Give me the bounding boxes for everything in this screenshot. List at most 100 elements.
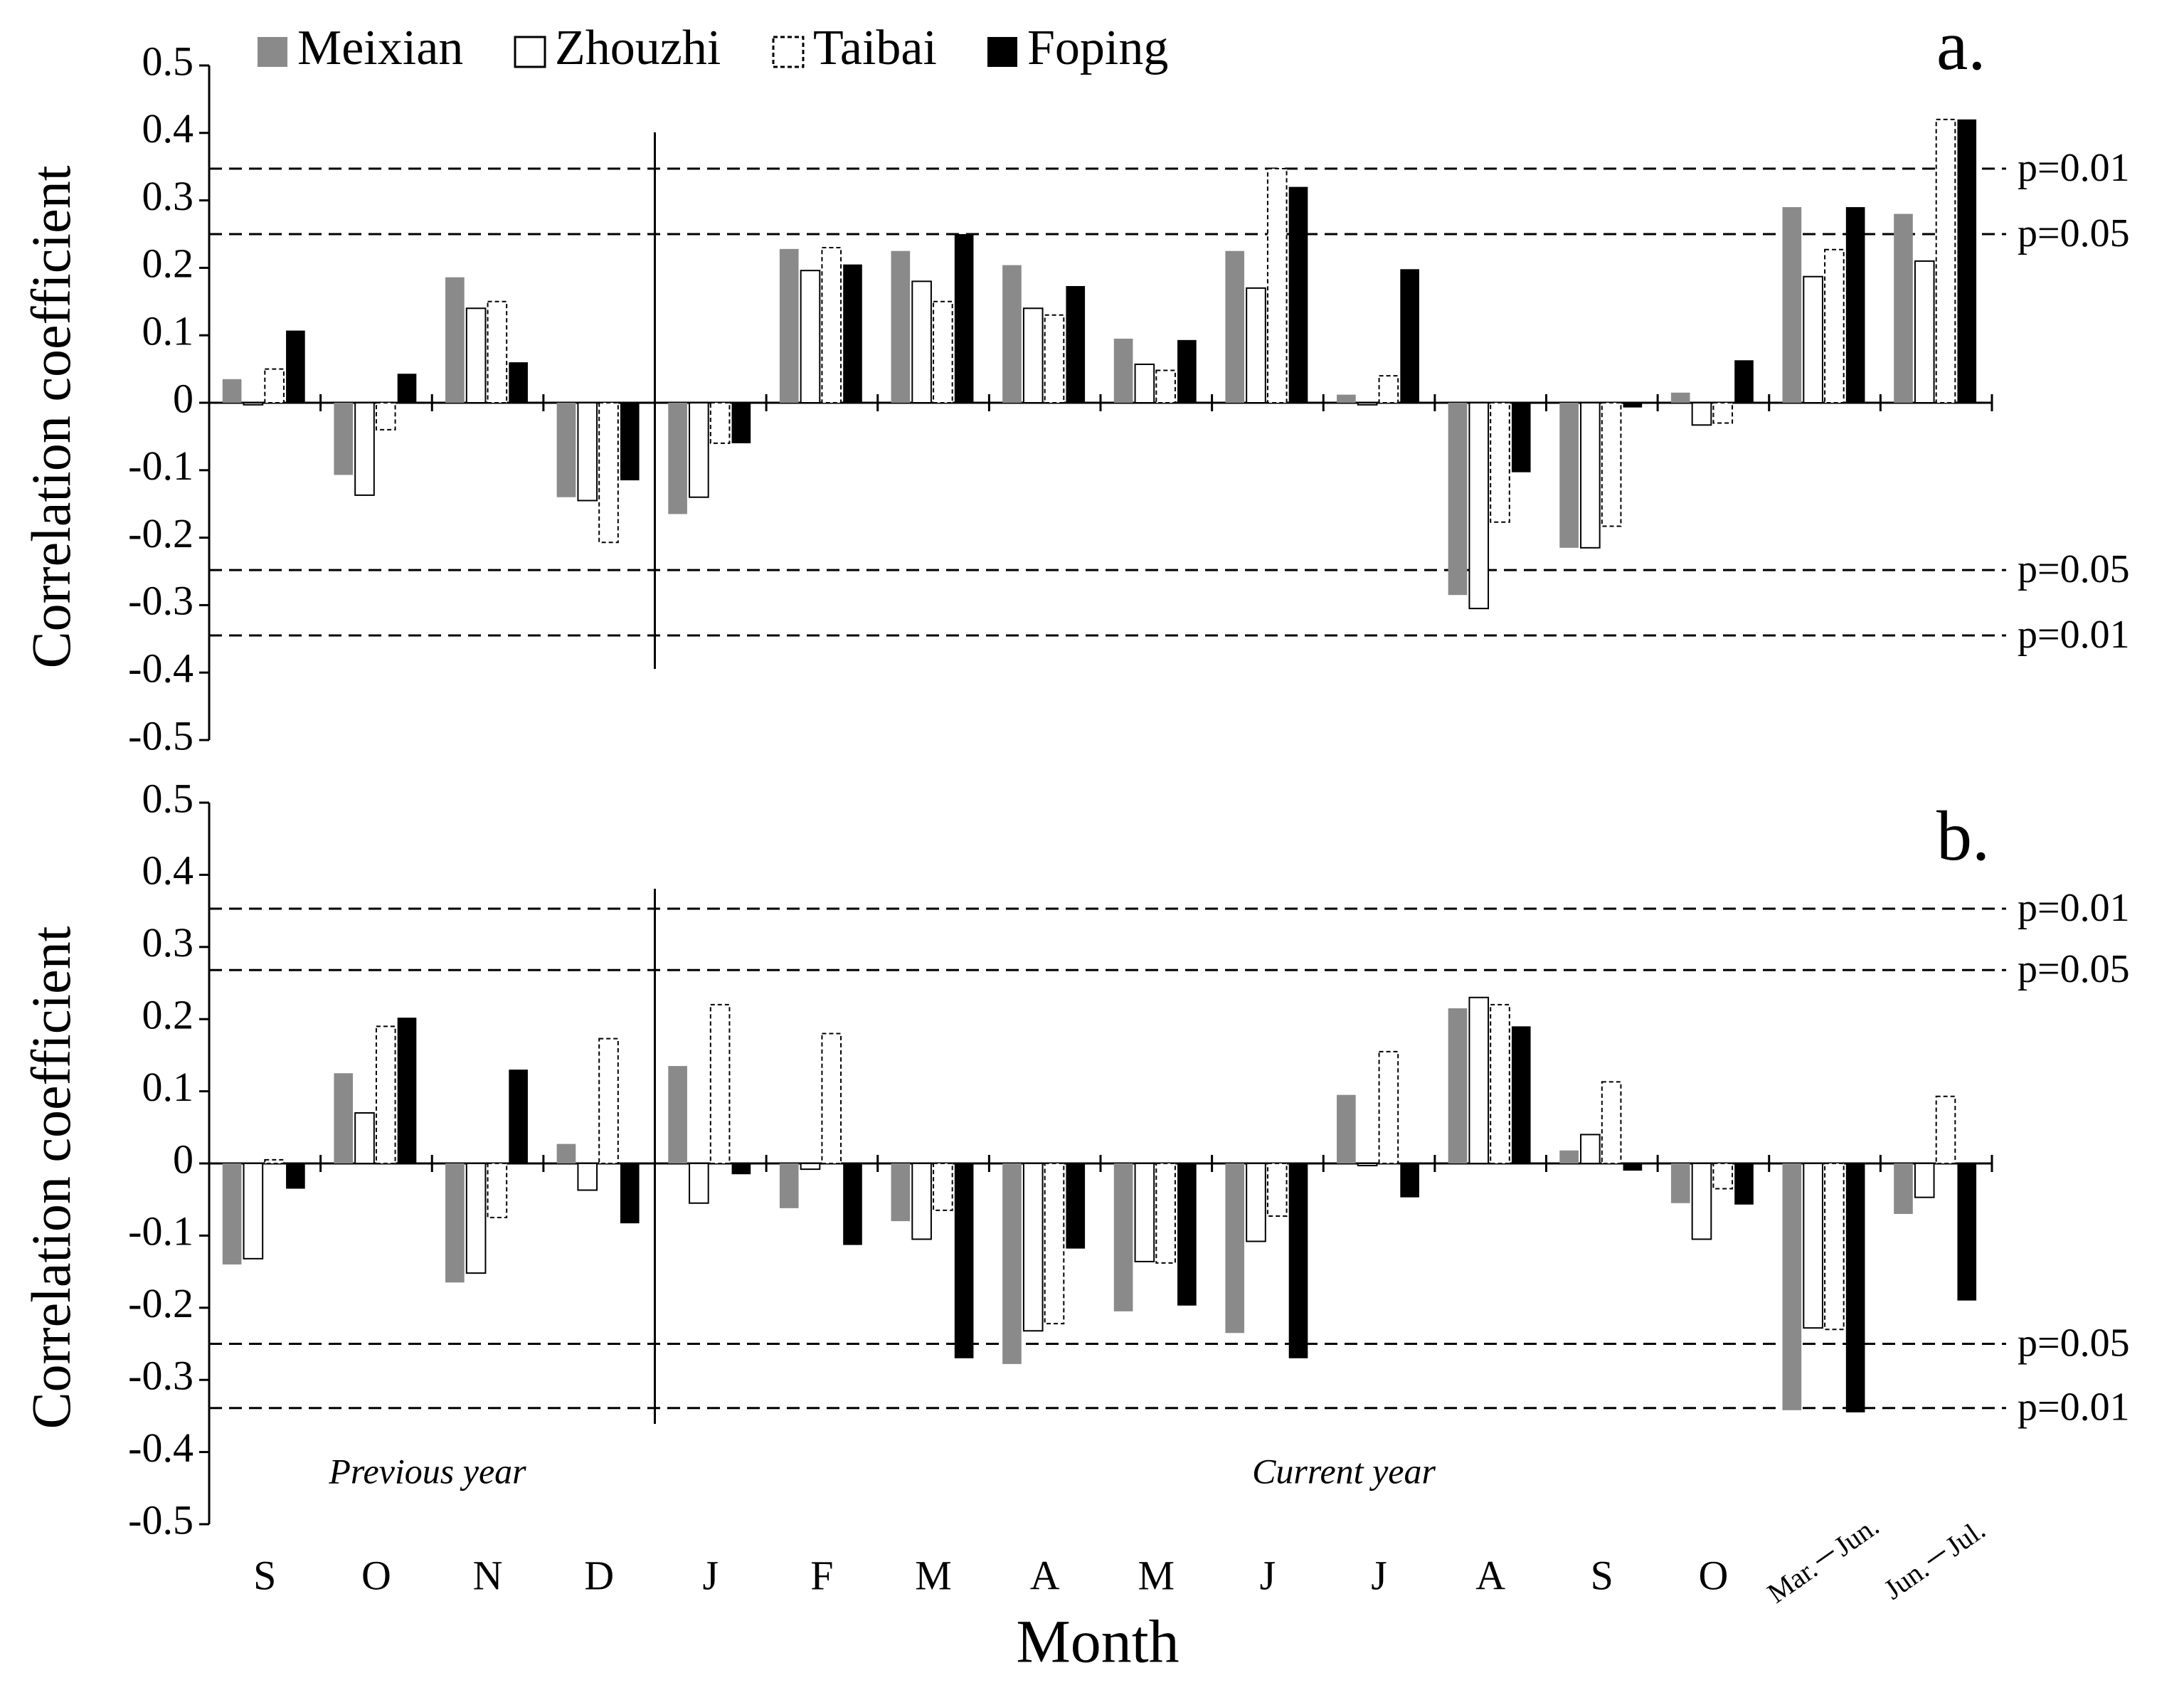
legend-swatch <box>987 37 1017 67</box>
x-tick-label: M <box>915 1552 952 1598</box>
bar <box>1894 213 1913 403</box>
bar <box>1824 1163 1845 1331</box>
bar <box>1623 1163 1643 1171</box>
bar <box>465 1163 487 1274</box>
bar <box>1002 1163 1022 1364</box>
x-tick-label: J <box>1371 1552 1387 1598</box>
y-tick-label: 0.1 <box>142 308 194 354</box>
bar <box>843 1163 862 1245</box>
bar <box>821 246 842 403</box>
y-tick-label: 0.5 <box>142 775 194 821</box>
bar <box>1357 1163 1378 1167</box>
bar <box>1400 1163 1419 1198</box>
y-tick-label: 0.1 <box>142 1064 194 1110</box>
legend-label: Meixian <box>297 21 463 75</box>
bar <box>1803 275 1823 403</box>
x-tick-label: J <box>1260 1552 1276 1598</box>
bar <box>577 402 598 502</box>
bar <box>243 402 264 406</box>
bar <box>556 1144 576 1163</box>
bar <box>1734 360 1754 403</box>
bar <box>1266 1163 1288 1218</box>
bar <box>1490 402 1510 523</box>
significance-label: p=0.01 <box>2018 886 2130 930</box>
bar <box>1288 1163 1308 1358</box>
y-tick-label: 0 <box>173 1136 194 1182</box>
bar <box>1357 402 1378 406</box>
bar <box>1935 1095 1956 1164</box>
y-tick-label: 0.2 <box>142 992 194 1038</box>
bar <box>689 402 709 498</box>
bar <box>1066 285 1086 403</box>
y-axis-label: Correlation coefficient <box>20 926 82 1429</box>
annotation: Previous year <box>328 1451 526 1491</box>
bar <box>598 402 619 544</box>
bar <box>1468 996 1490 1165</box>
bar <box>1448 403 1468 596</box>
bar <box>779 1163 799 1208</box>
bar <box>445 277 465 403</box>
bar <box>445 1163 465 1283</box>
bar <box>954 234 974 403</box>
bar <box>1601 1081 1622 1164</box>
annotation: Current year <box>1252 1451 1436 1491</box>
panel-label: a. <box>1936 6 1986 85</box>
bar <box>1468 402 1490 610</box>
y-axis-label: Correlation coefficient <box>20 165 82 668</box>
bar <box>1712 1163 1734 1190</box>
bar <box>1511 403 1531 472</box>
bar <box>397 374 417 403</box>
bar <box>1022 1163 1044 1332</box>
y-tick-label: 0.3 <box>142 173 194 219</box>
bar <box>911 1163 932 1240</box>
bar <box>1337 1094 1356 1163</box>
legend-swatch <box>772 36 805 68</box>
bar <box>668 1066 687 1163</box>
bar <box>1623 403 1643 408</box>
bar <box>891 1163 911 1222</box>
bar <box>620 1163 640 1224</box>
bar <box>1845 207 1865 403</box>
bar <box>1559 403 1579 548</box>
bar <box>1511 1026 1531 1163</box>
bar <box>487 300 508 403</box>
bar <box>1225 250 1245 403</box>
bar <box>689 1163 709 1204</box>
bar <box>354 1112 375 1165</box>
bar <box>911 280 932 403</box>
bar <box>800 270 821 403</box>
bar <box>1246 287 1266 403</box>
bar <box>731 1163 751 1175</box>
y-tick-label: 0.3 <box>142 919 194 966</box>
legend-swatch <box>514 36 546 68</box>
x-tick-label: O <box>1698 1552 1728 1598</box>
y-tick-label: -0.3 <box>128 1353 194 1399</box>
y-tick-label: -0.1 <box>128 443 194 489</box>
bar <box>1824 248 1845 403</box>
significance-label: p=0.05 <box>2018 211 2130 255</box>
significance-label: p=0.01 <box>2018 146 2130 190</box>
y-tick-label: -0.2 <box>128 1280 194 1326</box>
x-tick-label: D <box>584 1552 614 1598</box>
bar <box>1670 1163 1690 1203</box>
bar <box>1691 1163 1712 1240</box>
bar <box>1177 1163 1197 1306</box>
bar <box>1490 1003 1510 1165</box>
bar <box>1155 1163 1176 1264</box>
bar <box>1448 1008 1468 1163</box>
x-tick-label: F <box>810 1552 833 1598</box>
bar <box>1134 363 1155 403</box>
bar <box>1957 119 1977 403</box>
significance-label: p=0.01 <box>2018 613 2130 657</box>
bar <box>1155 369 1176 403</box>
bar <box>1378 375 1399 404</box>
bar <box>1580 1134 1601 1164</box>
bar <box>1935 118 1956 403</box>
y-tick-label: -0.1 <box>128 1208 194 1255</box>
bar <box>1559 1150 1579 1163</box>
bar <box>465 307 487 403</box>
bar <box>222 1163 242 1264</box>
x-tick-label: N <box>473 1552 503 1598</box>
bar <box>354 402 375 496</box>
bar <box>1734 1163 1754 1205</box>
